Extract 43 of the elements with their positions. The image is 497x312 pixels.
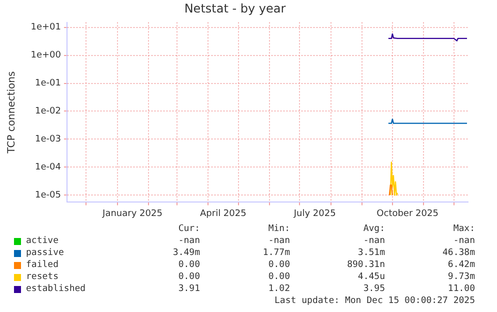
chart-title: Netstat - by year: [184, 1, 286, 16]
text: 3.91: [178, 284, 200, 294]
x-tick-label: July 2025: [292, 208, 336, 219]
text: -nan: [178, 236, 200, 246]
y-tick-label: 1e-05: [35, 190, 61, 200]
text: 3.49m: [172, 248, 200, 258]
text: 3.51m: [358, 248, 385, 258]
x-tick-label: October 2025: [376, 208, 438, 219]
y-tick-label: 1e-01: [35, 78, 61, 89]
legend-label: established: [26, 284, 86, 294]
text: 890.31n: [347, 260, 385, 270]
y-tick-label: 1e+01: [30, 22, 61, 33]
text: 1.77m: [262, 248, 290, 258]
text: 4.45u: [358, 272, 385, 282]
text: 3.95: [363, 284, 385, 294]
text: 0.00: [268, 260, 290, 270]
legend-label: passive: [26, 248, 64, 258]
text: -nan: [268, 236, 290, 246]
legend-label: resets: [26, 272, 59, 282]
x-tick-label: January 2025: [102, 208, 162, 219]
text: Last update: Mon Dec 15 00:00:27 2025: [274, 296, 475, 306]
text: 1.02: [268, 284, 290, 294]
text: Min:: [268, 224, 290, 234]
text: 46.38m: [442, 248, 475, 258]
text: Avg:: [363, 224, 385, 234]
x-tick-label: April 2025: [200, 208, 246, 219]
text: Cur:: [178, 224, 200, 234]
text: -nan: [453, 236, 475, 246]
text: 0.00: [178, 272, 200, 282]
text: 0.00: [178, 260, 200, 270]
y-tick-label: 1e-04: [35, 162, 62, 173]
text: 9.73m: [448, 272, 475, 282]
y-tick-label: 1e-03: [35, 134, 61, 145]
text: 11.00: [448, 284, 475, 294]
text: Max:: [453, 224, 475, 234]
legend-label: active: [26, 236, 59, 246]
y-tick-label: 1e-02: [35, 106, 61, 117]
y-tick-label: 1e+00: [30, 50, 62, 61]
text: 0.00: [268, 272, 290, 282]
text: 6.42m: [448, 260, 475, 270]
y-axis-title: TCP connections: [6, 71, 18, 154]
text: -nan: [363, 236, 385, 246]
legend-label: failed: [26, 260, 59, 270]
